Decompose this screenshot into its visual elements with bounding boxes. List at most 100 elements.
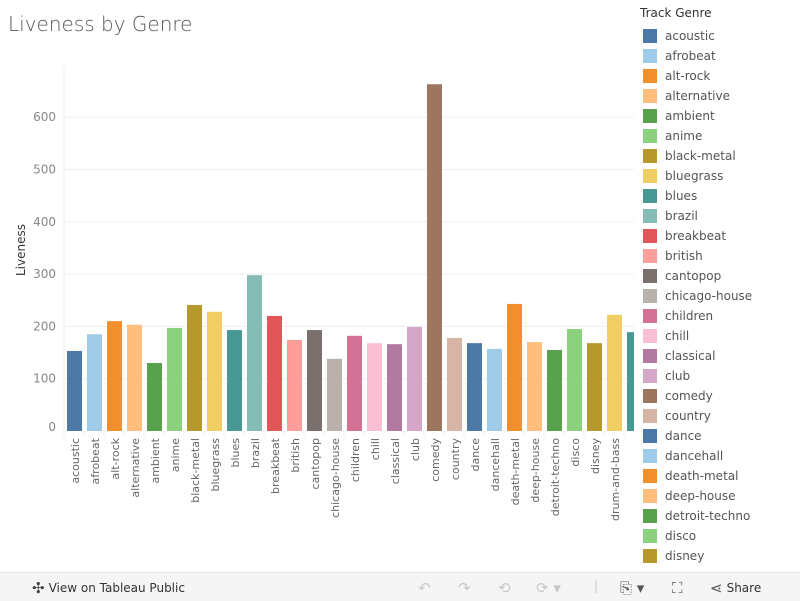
legend-item[interactable]: dance (640, 426, 800, 446)
legend-label: club (665, 369, 691, 383)
x-tick-label: deep-house (529, 438, 542, 503)
legend-swatch (643, 69, 657, 83)
legend-label: comedy (665, 389, 713, 403)
download-icon[interactable]: ⎘ ▾ (620, 579, 645, 597)
legend-item[interactable]: chicago-house (640, 286, 800, 306)
legend-item[interactable]: black-metal (640, 146, 800, 166)
x-tick-label: alternative (129, 438, 142, 498)
legend-item[interactable]: dancehall (640, 446, 800, 466)
legend-item[interactable]: alt-rock (640, 66, 800, 86)
bar-chart: 0 100 200 300 400 500 600 Liveness acoustic afrob… (14, 68, 634, 521)
legend-label: alt-rock (665, 69, 711, 83)
legend-item[interactable]: comedy (640, 386, 800, 406)
bar-disney (587, 343, 602, 431)
legend-item[interactable]: deep-house (640, 486, 800, 506)
y-tick-label: 500 (33, 163, 56, 177)
legend-item[interactable]: children (640, 306, 800, 326)
undo-icon[interactable]: ↶ (418, 579, 431, 597)
legend-item[interactable]: disney (640, 546, 800, 566)
legend-item[interactable]: acoustic (640, 26, 800, 46)
legend-swatch (643, 489, 657, 503)
bar-anime (167, 327, 182, 431)
x-tick-label: disco (569, 438, 582, 467)
legend-item[interactable]: club (640, 366, 800, 386)
legend-label: alternative (665, 89, 730, 103)
legend-item[interactable]: country (640, 406, 800, 426)
toolbar: ✣ View on Tableau Public ↶ ↷ ⟲ ⟳ ▾ | ⎘ ▾… (0, 572, 800, 601)
legend-label: cantopop (665, 269, 722, 283)
x-tick-label: black-metal (189, 438, 202, 503)
legend-label: children (665, 309, 714, 323)
legend-item[interactable]: ambient (640, 106, 800, 126)
legend-label: dancehall (665, 449, 724, 463)
share-button[interactable]: ⋖ Share (710, 579, 761, 597)
legend-swatch (643, 169, 657, 183)
fullscreen-icon[interactable]: ⛶ (672, 579, 683, 597)
legend-swatch (643, 229, 657, 243)
legend-item[interactable]: british (640, 246, 800, 266)
legend-item[interactable]: brazil (640, 206, 800, 226)
legend-item[interactable]: chill (640, 326, 800, 346)
legend-swatch (643, 149, 657, 163)
legend-swatch (643, 49, 657, 63)
share-label: Share (726, 581, 762, 595)
view-on-tableau-button[interactable]: ✣ View on Tableau Public (32, 579, 185, 597)
refresh-icon[interactable]: ⟳ ▾ (536, 579, 561, 597)
legend-item[interactable]: bluegrass (640, 166, 800, 186)
y-tick-label: 200 (33, 319, 56, 333)
legend-item[interactable]: drum-and-bass (640, 566, 800, 568)
y-tick-label: 0 (48, 420, 56, 434)
legend-item[interactable]: cantopop (640, 266, 800, 286)
bar-drum-and-bass (607, 314, 622, 431)
bar-club (407, 326, 422, 431)
bar-deep-house (527, 342, 542, 431)
legend-item[interactable]: disco (640, 526, 800, 546)
legend-item[interactable]: death-metal (640, 466, 800, 486)
bar-alternative (127, 324, 142, 431)
revert-icon[interactable]: ⟲ (498, 579, 511, 597)
bar-british (287, 339, 302, 431)
legend: Track Genre acoustic afrobeat alt-rock alte… (640, 4, 800, 568)
legend-swatch (643, 109, 657, 123)
legend-label: detroit-techno (665, 509, 751, 523)
legend-label: country (665, 409, 711, 423)
legend-item[interactable]: classical (640, 346, 800, 366)
legend-item[interactable]: anime (640, 126, 800, 146)
x-tick-label: country (449, 438, 462, 481)
legend-item[interactable]: breakbeat (640, 226, 800, 246)
x-tick-label: breakbeat (269, 437, 282, 494)
legend-label: acoustic (665, 29, 715, 43)
x-tick-label: anime (169, 438, 182, 472)
bar-blues (227, 330, 242, 431)
x-tick-label: chicago-house (329, 438, 342, 518)
legend-swatch (643, 89, 657, 103)
x-tick-label: british (289, 438, 302, 473)
legend-label: british (665, 249, 703, 263)
bar-cantopop (307, 330, 322, 431)
bar-death-metal (507, 303, 522, 431)
x-tick-label: disney (589, 438, 602, 475)
legend-label: brazil (665, 209, 698, 223)
legend-title: Track Genre (640, 6, 712, 20)
tableau-logo-icon: ✣ (32, 579, 45, 597)
bar-country (447, 337, 462, 431)
bar-comedy (427, 84, 442, 431)
x-tick-label: dancehall (489, 438, 502, 491)
bar-disco (567, 329, 582, 431)
share-icon: ⋖ (710, 579, 723, 597)
toolbar-divider: | (594, 579, 599, 593)
legend-swatch (643, 329, 657, 343)
x-tick-label: ambient (149, 437, 162, 483)
legend-swatch (643, 129, 657, 143)
legend-item[interactable]: blues (640, 186, 800, 206)
bar-dance (467, 343, 482, 431)
bar-alt-rock (107, 321, 122, 431)
legend-item[interactable]: alternative (640, 86, 800, 106)
redo-icon[interactable]: ↷ (458, 579, 471, 597)
x-tick-label: comedy (429, 438, 442, 482)
legend-item[interactable]: afrobeat (640, 46, 800, 66)
x-tick-label: dance (469, 438, 482, 472)
bar-acoustic (67, 350, 82, 431)
y-tick-label: 100 (33, 372, 56, 386)
legend-item[interactable]: detroit-techno (640, 506, 800, 526)
